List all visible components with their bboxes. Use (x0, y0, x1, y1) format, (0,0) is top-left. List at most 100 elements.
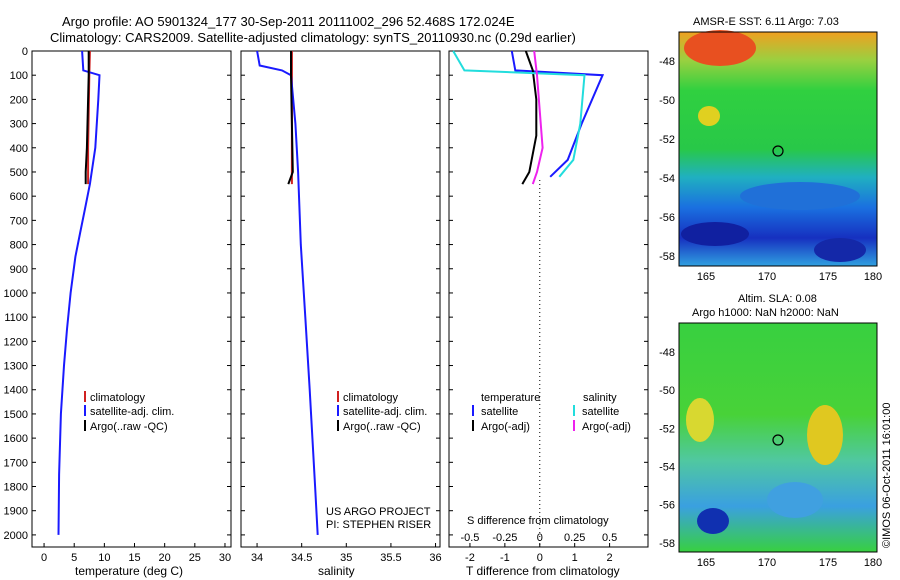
depth-tick-label: 1100 (4, 312, 28, 324)
legend-heading-salinity: salinity (583, 392, 617, 404)
sst-map-lat-tick-label: -48 (659, 56, 675, 68)
depth-tick-label: 1900 (4, 506, 28, 518)
difference-xlabel-top: S difference from climatology (467, 515, 609, 527)
depth-tick-label: 1200 (4, 336, 28, 348)
map-bottom-title-line2: Argo h1000: NaN h2000: NaN (692, 307, 839, 319)
sst-map-frame (678, 31, 878, 267)
argo-float-marker (772, 145, 784, 157)
depth-tick-label: 2000 (4, 530, 28, 542)
map-top-title: AMSR-E SST: 6.11 Argo: 7.03 (693, 16, 839, 28)
difference-xtick-label: 2 (607, 552, 613, 564)
depth-tick-label: 1600 (4, 433, 28, 445)
credit-line2: PI: STEPHEN RISER (326, 519, 431, 531)
salinity-xtick-label: 36 (429, 552, 441, 564)
salinity-diff-tick-label: -0.5 (460, 532, 479, 544)
sla-map-lon-tick-label: 165 (697, 557, 715, 569)
temperature-series-2 (57, 50, 101, 535)
salinity-xtick-label: 35 (340, 552, 352, 564)
depth-tick-label: 1300 (4, 361, 28, 373)
sla-map-frame (678, 322, 878, 553)
figure-title-line1: Argo profile: AO 5901324_177 30-Sep-2011… (62, 14, 515, 29)
sla-map-lat-tick-label: -52 (659, 423, 675, 435)
salinity-panel-frame (240, 50, 441, 548)
temperature-xtick-label: 30 (219, 552, 231, 564)
depth-tick-label: 1500 (4, 409, 28, 421)
depth-tick-label: 0 (22, 46, 28, 58)
legend-label-sal-argo: Argo(-adj) (582, 421, 631, 433)
temperature-xtick-label: 25 (189, 552, 201, 564)
temperature-legend: climatology satellite-adj. clim. Argo(..… (84, 391, 174, 433)
legend-label-sal-satellite: satellite (582, 406, 619, 418)
depth-tick-label: 1400 (4, 385, 28, 397)
sst-cold-patch (681, 222, 749, 246)
legend-label-satellite: satellite-adj. clim. (343, 406, 427, 418)
temperature-xtick-label: 20 (159, 552, 171, 564)
sst-warm-patch (684, 30, 756, 66)
sst-map-lon-tick-label: 175 (819, 271, 837, 283)
difference-xtick-label: 0 (537, 552, 543, 564)
sst-map-lat-tick-label: -50 (659, 95, 675, 107)
sst-map-lon-tick-label: 165 (697, 271, 715, 283)
legend-label-climatology: climatology (343, 392, 399, 404)
depth-tick-label: 1700 (4, 457, 28, 469)
depth-tick-label: 100 (10, 70, 28, 82)
depth-tick-label: 600 (10, 191, 28, 203)
salinity-diff-tick-label: -0.25 (492, 532, 517, 544)
sla-cyan-patch (767, 482, 823, 518)
sst-map-lon-tick-label: 180 (864, 271, 882, 283)
temperature-series-3 (84, 51, 90, 185)
salinity-xtick-label: 35.5 (380, 552, 401, 564)
legend-label-argo: Argo(..raw -QC) (343, 421, 421, 433)
legend-label-satellite: satellite-adj. clim. (90, 406, 174, 418)
map-bottom-title-line1: Altim. SLA: 0.08 (738, 293, 817, 305)
sla-map-lat-tick-label: -48 (659, 347, 675, 359)
depth-tick-label: 500 (10, 167, 28, 179)
sla-map-lat-tick-label: -50 (659, 385, 675, 397)
depth-tick-label: 1800 (4, 482, 28, 494)
depth-tick-label: 400 (10, 143, 28, 155)
sla-map-lat-tick-label: -56 (659, 500, 675, 512)
sla-yellow-patch-2 (807, 405, 843, 465)
salinity-series-2 (256, 50, 319, 535)
temperature-panel-frame (31, 50, 232, 548)
temperature-xlabel: temperature (deg C) (75, 564, 183, 578)
depth-tick-label: 900 (10, 264, 28, 276)
salinity-xtick-label: 34 (251, 552, 263, 564)
legend-label-argo: Argo(..raw -QC) (90, 421, 168, 433)
sst-map-lat-tick-label: -52 (659, 134, 675, 146)
difference-legend: temperature satellite Argo(-adj) salinit… (472, 392, 631, 433)
sla-map-lon-tick-label: 180 (864, 557, 882, 569)
sla-map-lat-tick-label: -58 (659, 538, 675, 550)
temperature-xtick-label: 0 (41, 552, 47, 564)
depth-tick-label: 300 (10, 119, 28, 131)
difference-xtick-label: -1 (500, 552, 510, 564)
temperature-xtick-label: 5 (71, 552, 77, 564)
salinity-legend: climatology satellite-adj. clim. Argo(..… (337, 391, 427, 433)
legend-label-climatology: climatology (90, 392, 146, 404)
salinity-diff-tick-label: 0.25 (564, 532, 585, 544)
sla-map-lon-tick-label: 170 (758, 557, 776, 569)
difference-xtick-label: -2 (465, 552, 475, 564)
sst-teal-band (740, 182, 860, 210)
depth-tick-label: 200 (10, 94, 28, 106)
sst-warm-eddy (698, 106, 720, 126)
sla-blue-eddy (697, 508, 729, 534)
imos-watermark: ©IMOS 06-Oct-2011 16:01:00 (881, 403, 893, 548)
depth-tick-label: 1000 (4, 288, 28, 300)
credit-line1: US ARGO PROJECT (326, 506, 431, 518)
sst-map-lat-tick-label: -54 (659, 173, 675, 185)
temperature-xtick-label: 10 (98, 552, 110, 564)
figure-title-line2: Climatology: CARS2009. Satellite-adjuste… (50, 30, 576, 45)
temperature-xtick-label: 15 (128, 552, 140, 564)
argo-float-marker (772, 434, 784, 446)
difference-series-4 (531, 50, 544, 185)
difference-panel-frame (448, 50, 649, 548)
sla-map (678, 322, 878, 553)
sst-map-lat-tick-label: -58 (659, 251, 675, 263)
difference-xlabel: T difference from climatology (466, 564, 620, 578)
sla-map-lon-tick-label: 175 (819, 557, 837, 569)
salinity-xlabel: salinity (318, 564, 355, 578)
legend-label-temp-argo: Argo(-adj) (481, 421, 530, 433)
salinity-xtick-label: 34.5 (291, 552, 312, 564)
